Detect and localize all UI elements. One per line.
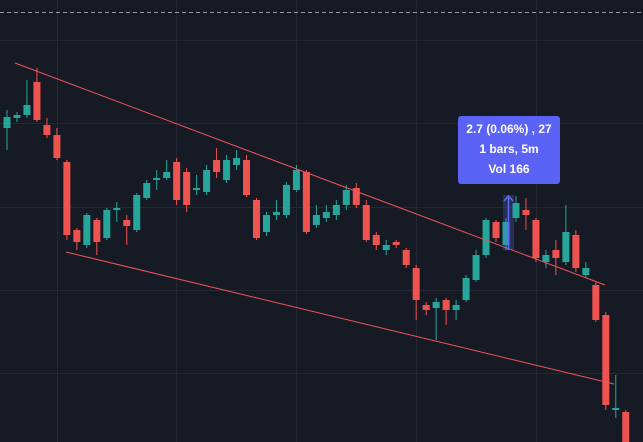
candle-body (143, 183, 151, 198)
candles (3, 68, 630, 442)
candle-body (223, 160, 231, 180)
candle-body (213, 160, 221, 172)
candle-body (372, 235, 380, 245)
candle-body (382, 245, 390, 250)
tooltip-volume: Vol 166 (488, 162, 529, 176)
candle-body (43, 125, 51, 135)
candle-body (63, 162, 71, 235)
candle-body (552, 250, 560, 258)
candle-body (123, 220, 131, 226)
candle-body (163, 172, 171, 178)
trend-line[interactable] (65, 251, 615, 385)
candle-body (492, 222, 500, 238)
candle-body (472, 255, 480, 280)
candle-body (542, 255, 550, 262)
candle-body (452, 305, 460, 310)
candle-body (562, 232, 570, 262)
candle-body (302, 172, 310, 232)
candle-body (462, 278, 470, 300)
tooltip-bars: 1 bars, 5m (479, 142, 538, 156)
measure-tooltip (458, 116, 560, 184)
trend-line[interactable] (14, 62, 606, 286)
candle-body (253, 200, 260, 238)
candle-body (53, 135, 61, 158)
candle-body (622, 412, 630, 442)
candle-body (13, 115, 21, 118)
candle-body (262, 215, 270, 232)
candle-body (173, 162, 181, 200)
candle-body (332, 205, 340, 215)
candle-body (272, 212, 280, 215)
candle-body (532, 220, 540, 258)
candle-body (203, 170, 211, 192)
candle-body (422, 305, 430, 310)
candle-body (412, 268, 420, 300)
candle-body (572, 235, 580, 268)
candle-body (352, 188, 360, 205)
candle-body (103, 210, 111, 238)
candle-body (153, 178, 161, 180)
tooltip-change: 2.7 (0.06%) , 27 (466, 122, 552, 136)
candle-body (292, 170, 300, 190)
candle-body (342, 190, 350, 205)
candle-body (392, 242, 400, 245)
candle-body (522, 210, 530, 215)
candle-body (3, 117, 11, 128)
candle-body (193, 188, 201, 190)
candle-body (23, 105, 31, 115)
candle-body (322, 212, 330, 218)
candle-body (602, 315, 610, 405)
candle-body (243, 160, 251, 195)
candle-body (133, 195, 141, 230)
candle-body (312, 215, 320, 225)
candle-body (482, 220, 490, 255)
candle-body (282, 185, 290, 215)
candle-body (512, 203, 520, 218)
candle-body (233, 158, 241, 165)
candle-body (93, 220, 101, 242)
measure-arrow-head (503, 194, 514, 202)
candle-body (502, 222, 510, 245)
candle-body (83, 215, 91, 245)
candle-body (183, 172, 191, 205)
candle-body (362, 205, 370, 240)
candle-body (402, 250, 410, 265)
candle-body (33, 82, 41, 120)
candle-body (612, 408, 620, 410)
candle-body (442, 300, 450, 310)
candle-body (432, 302, 440, 308)
candle-body (592, 285, 600, 320)
candle-body (113, 208, 121, 210)
candle-body (582, 268, 590, 275)
candle-body (73, 230, 81, 242)
